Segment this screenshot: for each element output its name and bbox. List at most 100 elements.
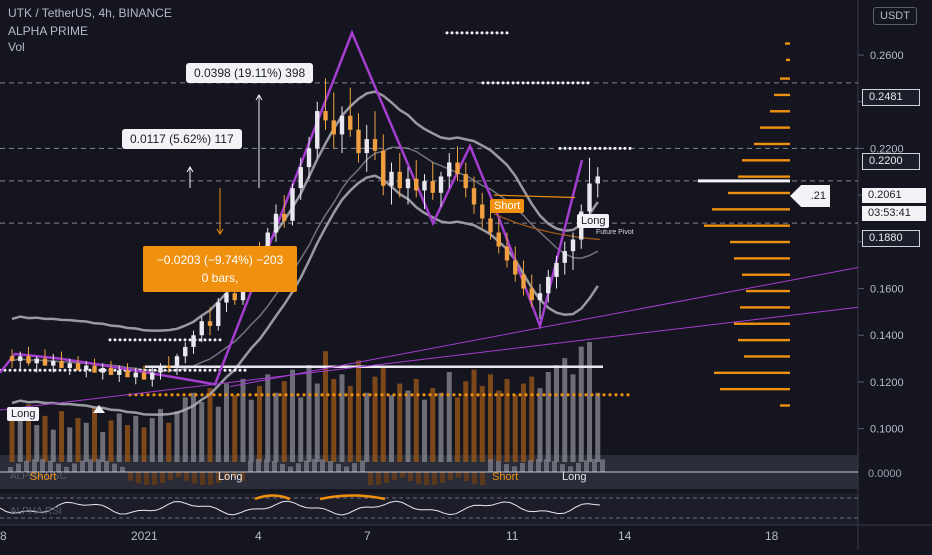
resistance-dot-0-210 xyxy=(208,338,212,342)
long-signal-left[interactable]: Long xyxy=(7,407,40,421)
current-price-arrow-tag[interactable]: .21 xyxy=(790,185,830,207)
currency-badge[interactable]: USDT xyxy=(873,7,917,25)
volume-bar-52 xyxy=(438,392,444,462)
osc-bar-41 xyxy=(336,463,341,472)
candle-body-19 xyxy=(166,365,171,368)
rsi-overbought-0 xyxy=(254,494,291,501)
support-dot-520 xyxy=(518,393,522,397)
volume-bar-60 xyxy=(504,378,510,462)
price-tag-2061[interactable]: 0.2061 xyxy=(862,188,926,203)
osc-bar-50 xyxy=(408,472,413,481)
support-dot-382 xyxy=(380,393,384,397)
resistance-dot-4-55 xyxy=(53,368,57,372)
resistance-dot-4-230 xyxy=(228,368,232,372)
volume-profile-bar-21 xyxy=(720,387,790,391)
support-dot-514 xyxy=(512,393,516,397)
resistance-dot-3-560 xyxy=(558,146,562,150)
resistance-dot-2-568 xyxy=(566,81,570,85)
osc-bar-66 xyxy=(536,459,541,472)
candle-body-53 xyxy=(447,162,452,177)
rsi-overbought-1 xyxy=(319,494,386,501)
support-dot-562 xyxy=(560,393,564,397)
candle-body-57 xyxy=(480,204,485,219)
candle-body-60 xyxy=(504,246,510,261)
resistance-dot-3-615 xyxy=(613,146,617,150)
candle-body-25 xyxy=(216,302,221,326)
candle-body-33 xyxy=(282,213,287,221)
volume-profile-bar-22 xyxy=(780,404,790,407)
short-signal[interactable]: Short xyxy=(490,199,525,213)
measure-box-up-large[interactable]: 0.0398 (19.11%) 398 xyxy=(186,63,314,83)
volume-label[interactable]: Vol xyxy=(8,40,25,54)
volume-profile-bar-9 xyxy=(728,191,790,195)
resistance-dot-4-245 xyxy=(243,368,247,372)
long-signal-right[interactable]: Long xyxy=(577,214,610,228)
resistance-dot-4-90 xyxy=(88,368,92,372)
osc-bar-0 xyxy=(8,467,13,472)
resistance-dot-0-120 xyxy=(118,338,122,342)
candle-body-13 xyxy=(117,370,122,375)
volume-bar-41 xyxy=(347,385,353,462)
candle-body-44 xyxy=(372,139,378,151)
support-dot-622 xyxy=(620,393,624,397)
measure-arrow-up-small-head xyxy=(186,166,194,173)
support-dot-508 xyxy=(506,393,510,397)
measure-down-line2: 0 bars, xyxy=(201,271,239,285)
resistance-dot-3-575 xyxy=(573,146,577,150)
volume-bar-57 xyxy=(479,385,485,462)
candle-body-23 xyxy=(199,321,204,336)
resistance-dot-4-155 xyxy=(153,368,157,372)
candle-body-11 xyxy=(100,367,105,373)
resistance-dot-0-200 xyxy=(198,338,202,342)
volume-bar-20 xyxy=(174,411,180,462)
trendline-lower xyxy=(0,306,859,411)
osc-bar-25 xyxy=(208,472,213,485)
price-tag-2481[interactable]: 0.2481 xyxy=(862,89,920,106)
support-dot-196 xyxy=(194,393,198,397)
support-dot-418 xyxy=(416,393,420,397)
price-tag-2200[interactable]: 0.2200 xyxy=(862,153,920,170)
resistance-dot-3-600 xyxy=(598,146,602,150)
support-dot-334 xyxy=(332,393,336,397)
volume-bar-3 xyxy=(34,425,40,462)
osc-bar-64 xyxy=(520,462,525,472)
candle-body-34 xyxy=(290,188,295,221)
resistance-dot-4-45 xyxy=(43,368,47,372)
volume-bar-51 xyxy=(430,388,436,462)
osc-bar-47 xyxy=(384,472,389,483)
indicator-name[interactable]: ALPHA PRIME xyxy=(8,24,89,38)
support-dot-412 xyxy=(410,393,414,397)
volume-bar-19 xyxy=(166,422,172,462)
support-dot-184 xyxy=(182,393,186,397)
support-dot-178 xyxy=(176,393,180,397)
resistance-dot-3-590 xyxy=(588,146,592,150)
candle-body-4 xyxy=(42,358,48,366)
support-dot-466 xyxy=(464,393,468,397)
measure-box-up-small[interactable]: 0.0117 (5.62%) 117 xyxy=(122,129,242,149)
support-dot-166 xyxy=(164,393,168,397)
resistance-dot-2-513 xyxy=(511,81,515,85)
resistance-dot-2-523 xyxy=(521,81,525,85)
support-dot-550 xyxy=(548,393,552,397)
candle-body-2 xyxy=(26,356,31,364)
price-tag-1880[interactable]: 0.1880 xyxy=(862,230,920,247)
support-dot-538 xyxy=(536,393,540,397)
resistance-dot-4-30 xyxy=(28,368,32,372)
support-dot-232 xyxy=(230,393,234,397)
osc-bar-54 xyxy=(440,472,445,483)
volume-bar-0 xyxy=(9,413,15,462)
volume-bar-48 xyxy=(405,390,411,462)
volume-bar-37 xyxy=(314,383,320,462)
volume-bar-2 xyxy=(26,404,31,462)
resistance-dot-3-620 xyxy=(618,146,622,150)
measure-box-down[interactable]: −0.0203 (−9.74%) −203 0 bars, xyxy=(143,246,297,292)
resistance-dot-4-225 xyxy=(223,368,227,372)
volume-bar-56 xyxy=(471,369,477,462)
osc-bar-29 xyxy=(240,472,245,481)
support-dot-472 xyxy=(470,393,474,397)
osc-bar-26 xyxy=(216,472,221,484)
osc-bar-12 xyxy=(104,460,109,472)
candle-body-24 xyxy=(207,321,213,326)
